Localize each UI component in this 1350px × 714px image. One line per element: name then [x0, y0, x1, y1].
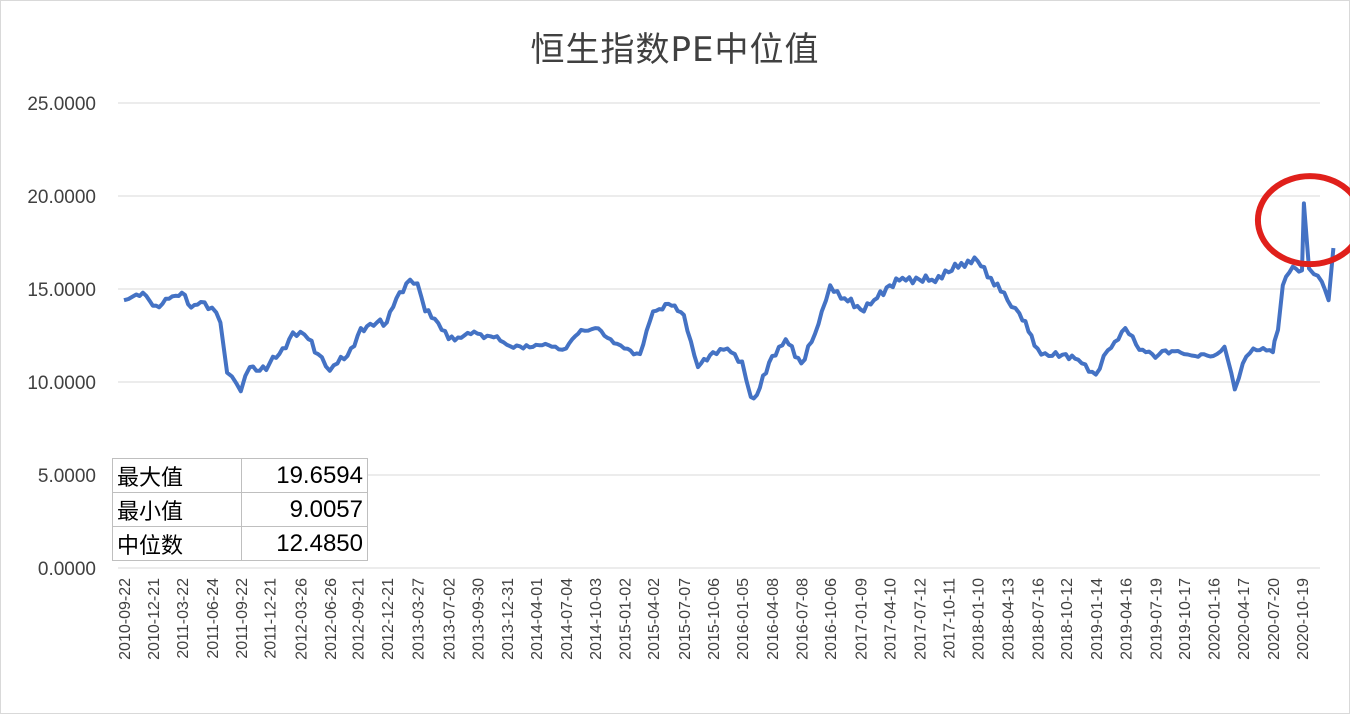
stats-table: 最大值 19.6594 最小值 9.0057 中位数 12.4850 — [112, 458, 368, 561]
stats-label: 最大值 — [112, 458, 242, 493]
x-tick-label: 2020-07-20 — [1266, 578, 1283, 660]
x-tick-label: 2017-04-10 — [883, 578, 900, 660]
x-tick-label: 2010-12-21 — [146, 578, 163, 660]
x-axis-ticks: 2010-09-22 2010-12-21 2011-03-22 2011-06-24… — [117, 578, 1312, 660]
stats-row-min: 最小值 9.0057 — [112, 492, 368, 527]
x-tick-label: 2016-10-06 — [823, 578, 840, 660]
x-tick-label: 2019-01-14 — [1089, 578, 1106, 660]
x-tick-label: 2014-10-03 — [588, 578, 605, 660]
x-tick-label: 2010-09-22 — [117, 578, 134, 660]
y-tick-label: 20.0000 — [27, 187, 96, 208]
x-tick-label: 2016-04-08 — [765, 578, 782, 660]
x-tick-label: 2014-04-01 — [529, 578, 546, 660]
y-axis-ticks: 0.0000 5.0000 10.0000 15.0000 20.0000 25.0000 — [27, 94, 96, 580]
x-tick-label: 2012-12-21 — [380, 578, 397, 660]
series-group — [123, 201, 1336, 401]
x-tick-label: 2019-07-19 — [1148, 578, 1165, 660]
x-tick-label: 2013-09-30 — [470, 578, 487, 660]
x-tick-label: 2015-01-02 — [617, 578, 634, 660]
x-tick-label: 2014-07-04 — [559, 578, 576, 660]
x-tick-label: 2018-04-13 — [1001, 578, 1018, 660]
x-tick-label: 2012-03-26 — [293, 578, 310, 660]
x-tick-label: 2013-07-02 — [442, 578, 459, 660]
x-tick-label: 2020-01-16 — [1206, 578, 1223, 660]
x-tick-label: 2011-03-22 — [175, 578, 192, 659]
stats-value: 12.4850 — [241, 526, 368, 561]
x-tick-label: 2012-06-26 — [323, 578, 340, 660]
x-tick-label: 2015-10-06 — [706, 578, 723, 660]
series-line — [123, 201, 1336, 401]
x-tick-label: 2012-09-21 — [351, 578, 368, 660]
x-tick-label: 2016-07-08 — [794, 578, 811, 660]
x-tick-label: 2019-04-16 — [1118, 578, 1135, 660]
y-tick-label: 0.0000 — [38, 559, 96, 580]
x-tick-label: 2015-04-02 — [646, 578, 663, 660]
x-tick-label: 2018-10-12 — [1059, 578, 1076, 660]
x-tick-label: 2011-12-21 — [263, 578, 280, 659]
x-tick-label: 2013-03-27 — [411, 578, 428, 660]
x-tick-label: 2018-07-16 — [1031, 578, 1048, 660]
y-tick-label: 5.0000 — [38, 466, 96, 487]
x-tick-label: 2018-01-10 — [971, 578, 988, 660]
y-tick-label: 25.0000 — [27, 94, 96, 115]
stats-value: 9.0057 — [241, 492, 368, 527]
x-tick-label: 2011-06-24 — [205, 578, 222, 659]
stats-row-max: 最大值 19.6594 — [112, 458, 368, 493]
x-tick-label: 2016-01-05 — [735, 578, 752, 660]
x-tick-label: 2015-07-07 — [677, 578, 694, 660]
stats-row-median: 中位数 12.4850 — [112, 526, 368, 561]
stats-label: 中位数 — [112, 526, 242, 561]
chart-title: 恒生指数PE中位值 — [530, 30, 820, 70]
annotation-group — [1254, 173, 1350, 268]
y-tick-label: 15.0000 — [27, 280, 96, 301]
y-tick-label: 10.0000 — [27, 373, 96, 394]
highlight-circle — [1254, 173, 1350, 268]
x-tick-label: 2013-12-31 — [500, 578, 517, 660]
x-tick-label: 2017-01-09 — [854, 578, 871, 660]
x-tick-label: 2020-10-19 — [1295, 578, 1312, 660]
x-tick-label: 2019-10-17 — [1177, 578, 1194, 660]
x-tick-label: 2017-10-11 — [942, 578, 959, 659]
x-tick-label: 2011-09-22 — [234, 578, 251, 659]
x-tick-label: 2020-04-17 — [1236, 578, 1253, 660]
stats-value: 19.6594 — [241, 458, 368, 493]
stats-label: 最小值 — [112, 492, 242, 527]
x-tick-label: 2017-07-12 — [913, 578, 930, 660]
